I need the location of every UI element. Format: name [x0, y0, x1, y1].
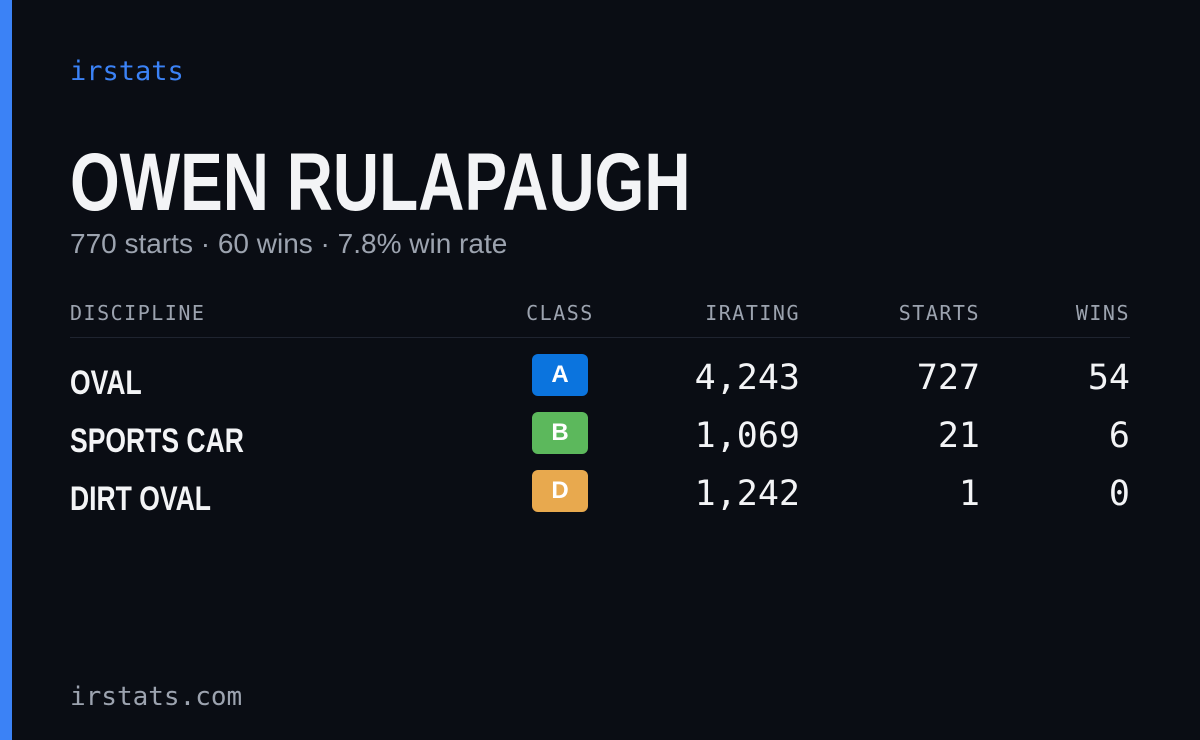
discipline: DIRT OVAL: [70, 480, 211, 518]
column-header: DISCIPLINE: [70, 301, 206, 325]
class-badge: A: [532, 354, 588, 396]
discipline: OVAL: [70, 364, 142, 402]
irating: 1,069: [694, 416, 800, 456]
wins: 54: [1087, 358, 1130, 398]
wins: 0: [1108, 474, 1130, 514]
brand: irstats: [70, 56, 184, 87]
column-header: IRATING: [705, 301, 800, 325]
discipline: SPORTS CAR: [70, 422, 244, 460]
class-badge: D: [532, 470, 588, 512]
starts: 1: [958, 474, 980, 514]
driver-name: OWEN RULAPAUGH: [70, 137, 691, 228]
column-header: STARTS: [898, 301, 980, 325]
irating: 1,242: [694, 474, 800, 514]
irating: 4,243: [694, 358, 800, 398]
header-rule: [70, 337, 1130, 338]
column-header: WINS: [1075, 301, 1130, 325]
class-badge: B: [532, 412, 588, 454]
accent-bar: [0, 0, 12, 740]
starts: 21: [937, 416, 980, 456]
wins: 6: [1108, 416, 1130, 456]
starts: 727: [916, 358, 980, 398]
column-header: CLASS: [526, 301, 594, 325]
driver-summary: 770 starts · 60 wins · 7.8% win rate: [70, 228, 508, 259]
footer: irstats.com: [70, 682, 243, 712]
